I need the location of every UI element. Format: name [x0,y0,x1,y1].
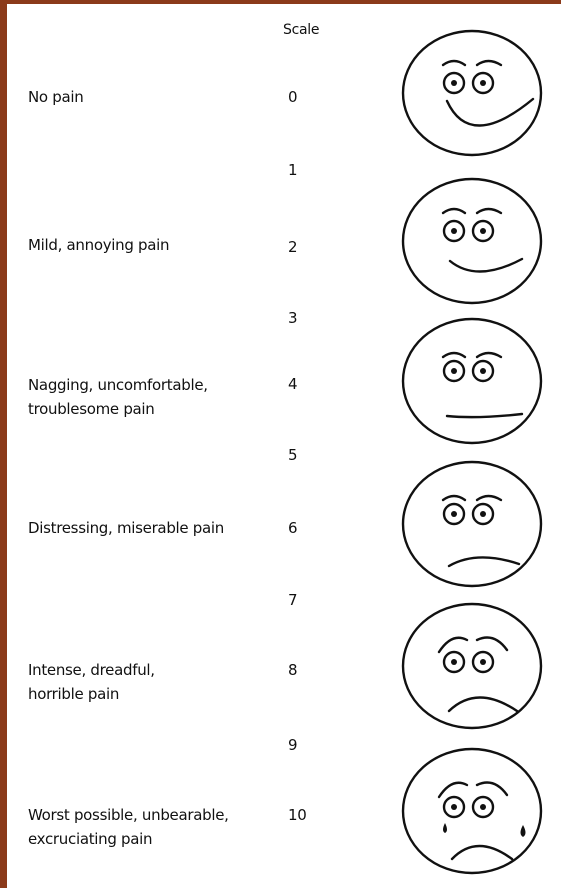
face-part [477,496,501,500]
face-part [477,783,507,795]
face-part [443,209,465,213]
face-part [450,259,522,272]
face-part [443,61,465,65]
face-part [439,638,467,652]
descriptor: Nagging, uncomfortable, [28,376,208,394]
face-part [477,209,501,213]
face-part [480,368,486,374]
face-part [449,557,519,566]
scale-number: 8 [288,661,297,679]
face-part [403,604,541,728]
face-part [451,659,457,665]
scale-number: 2 [288,238,297,256]
face-part [451,511,457,517]
descriptor: horrible pain [28,685,119,703]
scale-number: 1 [288,161,297,179]
face-part [480,659,486,665]
face-part [480,511,486,517]
face-part [451,804,457,810]
face-part [451,80,457,86]
scale-number: 10 [288,806,307,824]
face-part [403,31,541,155]
face-part [477,638,507,650]
face-part [403,462,541,586]
descriptor: No pain [28,88,83,106]
descriptor: excruciating pain [28,830,152,848]
descriptor: Worst possible, unbearable, [28,806,229,824]
face-part [477,61,501,65]
scale-number: 4 [288,375,297,393]
face-part [480,228,486,234]
descriptor: Distressing, miserable pain [28,519,224,537]
pain-scale: Scale 012345678910No painMild, annoying … [0,0,561,888]
faces [7,4,561,888]
face-part [480,80,486,86]
scale-number: 6 [288,519,297,537]
face-part [447,414,522,417]
face-part [443,823,447,833]
face-part [439,783,467,797]
descriptor: troublesome pain [28,400,155,418]
face-part [447,99,533,126]
scale-number: 5 [288,446,297,464]
scale-number: 9 [288,736,297,754]
face-part [403,319,541,443]
face-part [452,846,512,859]
scale-number: 7 [288,591,297,609]
face-part [480,804,486,810]
scale-number: 3 [288,309,297,327]
face-part [449,698,517,712]
descriptor: Mild, annoying pain [28,236,169,254]
face-part [403,179,541,303]
face-part [477,353,501,357]
face-part [451,228,457,234]
face-part [443,496,465,500]
face-part [443,353,465,357]
descriptor: Intense, dreadful, [28,661,155,679]
face-part [521,825,526,837]
face-part [451,368,457,374]
face-part [403,749,541,873]
scale-number: 0 [288,88,297,106]
